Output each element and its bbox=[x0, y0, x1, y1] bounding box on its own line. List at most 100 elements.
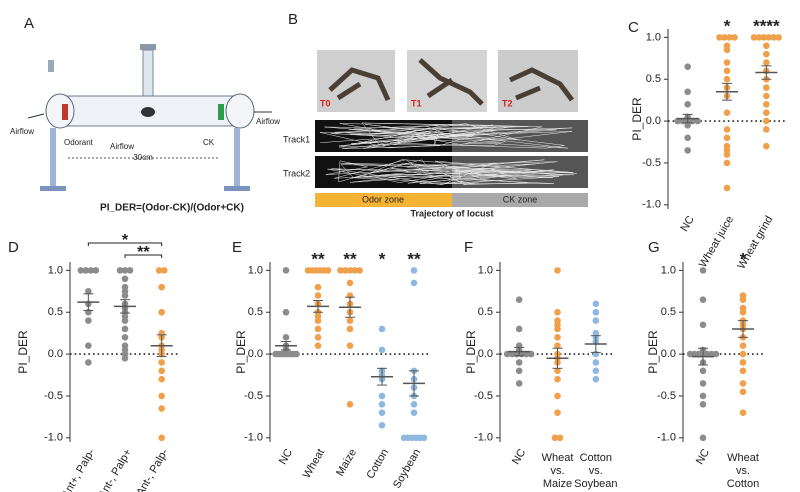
data-point bbox=[554, 308, 561, 316]
panel-label: C bbox=[628, 19, 639, 36]
syringe bbox=[142, 49, 154, 97]
x-tick-label: Ant-, Palp- bbox=[134, 447, 171, 492]
x-tick-label: Maize bbox=[334, 447, 359, 478]
data-point bbox=[85, 342, 92, 350]
x-tick-label: Wheat juice bbox=[697, 214, 736, 270]
data-point bbox=[739, 296, 747, 303]
data-point bbox=[346, 279, 354, 287]
data-point bbox=[763, 126, 770, 133]
chamber bbox=[45, 93, 75, 129]
y-tick-label: 0.5 bbox=[661, 306, 676, 318]
distance-label: 30cm bbox=[133, 153, 153, 162]
data-point bbox=[378, 401, 386, 408]
track-path bbox=[319, 122, 573, 150]
data-point bbox=[341, 267, 349, 274]
significance: * bbox=[379, 249, 386, 268]
data-point bbox=[699, 367, 707, 375]
data-point bbox=[314, 334, 322, 341]
x-tick-label: Soybean bbox=[391, 447, 423, 491]
data-point bbox=[420, 434, 428, 442]
y-tick-label: 0.0 bbox=[48, 348, 63, 360]
data-point bbox=[763, 42, 770, 50]
data-point bbox=[378, 409, 386, 416]
data-point bbox=[554, 375, 561, 383]
x-tick-label: Cotton bbox=[365, 447, 392, 481]
data-point bbox=[684, 121, 691, 129]
panel-label: D bbox=[8, 239, 19, 256]
x-tick-label: Ant+, Palp- bbox=[60, 447, 98, 492]
odor-zone-bar bbox=[315, 193, 452, 207]
data-point bbox=[674, 117, 681, 125]
data-point bbox=[684, 88, 691, 96]
data-point bbox=[346, 325, 354, 333]
y-axis-label: PI_DER bbox=[630, 97, 644, 141]
stand bbox=[234, 128, 240, 186]
data-point bbox=[503, 350, 511, 358]
data-point bbox=[723, 126, 731, 133]
comparison-bracket bbox=[87, 242, 163, 246]
y-tick-label: -0.5 bbox=[642, 157, 661, 169]
x-tick-label: Wheat vs. Maize bbox=[541, 452, 574, 490]
data-point bbox=[699, 321, 707, 329]
data-point bbox=[155, 267, 163, 274]
data-point bbox=[515, 359, 523, 366]
data-point bbox=[684, 63, 691, 70]
panel-label: F bbox=[464, 239, 473, 256]
significance: ** bbox=[343, 249, 357, 268]
data-point bbox=[554, 342, 561, 350]
data-point bbox=[763, 142, 770, 150]
ck-zone-bar bbox=[452, 193, 588, 207]
y-tick-label: 1.0 bbox=[48, 264, 63, 276]
data-point bbox=[554, 334, 561, 341]
y-tick-label: -0.5 bbox=[474, 390, 493, 402]
significance: ** bbox=[407, 249, 421, 268]
data-point bbox=[723, 46, 731, 54]
data-point bbox=[739, 409, 747, 416]
y-tick-label: -1.0 bbox=[474, 432, 493, 444]
data-point bbox=[551, 434, 559, 442]
data-point bbox=[731, 34, 738, 41]
caption: Trajectory of locust bbox=[410, 208, 493, 218]
data-point bbox=[87, 267, 95, 274]
data-point bbox=[775, 34, 782, 41]
data-point bbox=[158, 308, 165, 316]
data-point bbox=[723, 134, 731, 142]
panel-label: G bbox=[648, 239, 660, 256]
data-point bbox=[121, 334, 129, 341]
data-point bbox=[346, 342, 354, 350]
zone-label: Odor zone bbox=[362, 194, 404, 204]
ck-pad bbox=[218, 104, 224, 120]
y-tick-label: 0.0 bbox=[248, 348, 263, 360]
y-tick-label: 0.5 bbox=[478, 306, 493, 318]
data-point bbox=[314, 317, 322, 324]
data-point bbox=[712, 350, 720, 358]
data-point bbox=[508, 350, 516, 358]
frame-label: T0 bbox=[320, 98, 331, 108]
data-point bbox=[116, 267, 124, 274]
data-point bbox=[684, 147, 691, 154]
data-point bbox=[554, 325, 561, 333]
data-point bbox=[346, 317, 354, 324]
data-point bbox=[739, 308, 747, 316]
panel-label: A bbox=[24, 15, 34, 32]
y-tick-label: -0.5 bbox=[44, 390, 63, 402]
data-point bbox=[770, 34, 778, 41]
x-tick-label: Wheat vs. Cotton bbox=[726, 452, 760, 490]
data-point bbox=[755, 34, 763, 41]
data-point bbox=[592, 367, 600, 375]
chamber bbox=[225, 93, 255, 129]
data-point bbox=[523, 350, 530, 358]
y-tick-label: 1.0 bbox=[248, 264, 263, 276]
data-point bbox=[739, 380, 747, 387]
data-point bbox=[282, 308, 290, 316]
frame-label: T2 bbox=[502, 98, 513, 108]
data-point bbox=[723, 151, 731, 158]
data-point bbox=[684, 134, 691, 142]
data-point bbox=[410, 279, 418, 287]
data-point bbox=[85, 359, 92, 366]
diagram-label: CK bbox=[203, 138, 215, 147]
data-point bbox=[82, 267, 90, 274]
y-tick-label: 1.0 bbox=[646, 31, 661, 43]
comparison-label: ** bbox=[137, 244, 150, 261]
